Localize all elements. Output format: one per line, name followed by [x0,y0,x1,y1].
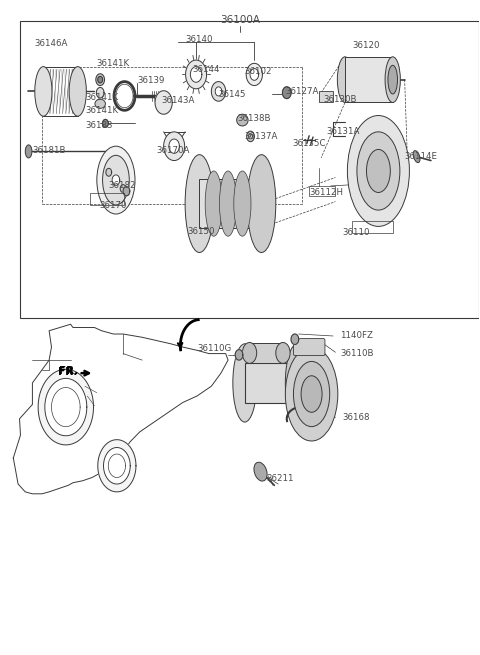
Text: 36112H: 36112H [309,188,343,197]
Text: 36140: 36140 [185,35,213,44]
Text: 36127A: 36127A [285,87,319,96]
Text: 36182: 36182 [109,181,136,190]
Polygon shape [155,91,172,114]
Polygon shape [104,447,130,484]
FancyBboxPatch shape [293,339,325,356]
Text: 36120: 36120 [352,41,380,50]
Bar [90,193,124,205]
Polygon shape [96,88,104,98]
Text: 36110B: 36110B [340,349,374,358]
Ellipse shape [234,171,251,236]
Ellipse shape [366,149,390,193]
Text: 36131A: 36131A [326,127,359,136]
Polygon shape [249,134,252,139]
Polygon shape [211,82,226,101]
Text: 36141K: 36141K [97,59,130,68]
Bar [345,57,393,102]
Ellipse shape [293,362,330,426]
Polygon shape [45,379,87,436]
Ellipse shape [413,151,420,162]
Polygon shape [38,369,94,445]
Ellipse shape [254,462,267,481]
Text: 1140FZ: 1140FZ [340,331,373,341]
Bar [199,179,262,228]
Ellipse shape [285,344,309,422]
Text: 36100A: 36100A [220,14,260,25]
Polygon shape [98,77,103,83]
Text: 36211: 36211 [266,474,294,483]
Text: 36102: 36102 [245,67,272,76]
Polygon shape [250,69,259,81]
Bar [319,91,333,102]
Polygon shape [235,350,243,360]
Text: 36168: 36168 [343,413,370,422]
Ellipse shape [285,347,338,441]
Bar [21,21,479,318]
Text: 36130B: 36130B [324,95,357,103]
Polygon shape [247,131,254,141]
Bar [245,364,297,403]
Text: 36139: 36139 [137,77,165,85]
Ellipse shape [97,146,135,214]
Ellipse shape [205,171,222,236]
Polygon shape [186,60,206,89]
Ellipse shape [247,155,276,252]
Polygon shape [98,440,136,492]
Ellipse shape [233,344,257,422]
Text: 36141K: 36141K [85,93,118,102]
Text: 36170: 36170 [99,201,127,210]
Ellipse shape [337,57,353,102]
Ellipse shape [25,145,32,158]
Text: 36143A: 36143A [161,96,194,105]
Ellipse shape [348,115,409,227]
Polygon shape [96,74,105,86]
Text: 36138B: 36138B [238,114,271,123]
Ellipse shape [103,155,129,205]
Ellipse shape [95,99,106,108]
Text: 36114E: 36114E [405,152,438,161]
Text: 36144: 36144 [192,66,220,75]
Ellipse shape [219,171,237,236]
Ellipse shape [242,343,257,364]
Ellipse shape [164,132,185,160]
Text: 36141K: 36141K [85,107,118,115]
Text: 36150: 36150 [188,227,215,236]
Ellipse shape [69,67,86,116]
Ellipse shape [388,66,397,94]
Polygon shape [106,168,112,176]
Ellipse shape [385,57,400,102]
Polygon shape [123,187,130,196]
Text: 36110: 36110 [343,229,370,237]
Text: 36183: 36183 [85,121,112,130]
Ellipse shape [35,67,52,116]
Text: 36146A: 36146A [35,39,68,48]
Polygon shape [215,87,222,96]
Polygon shape [191,67,202,83]
Text: 36137A: 36137A [245,132,278,141]
Bar [250,343,283,364]
Text: FR.: FR. [59,366,78,376]
Text: 36135C: 36135C [292,139,326,148]
Text: 36170A: 36170A [156,145,190,155]
Polygon shape [169,139,180,153]
Bar [352,221,393,233]
Text: 36110G: 36110G [197,344,231,353]
Ellipse shape [185,155,214,252]
Polygon shape [103,119,108,127]
Polygon shape [112,175,120,185]
Text: FR.: FR. [58,367,77,377]
Ellipse shape [276,343,290,364]
Polygon shape [120,185,126,193]
Bar [309,186,336,196]
Text: 36145: 36145 [218,90,246,98]
Ellipse shape [357,132,400,210]
Ellipse shape [237,114,248,126]
Polygon shape [291,334,299,345]
Ellipse shape [301,376,322,412]
Polygon shape [282,87,291,98]
Polygon shape [246,64,263,86]
Text: 36181B: 36181B [33,145,66,155]
